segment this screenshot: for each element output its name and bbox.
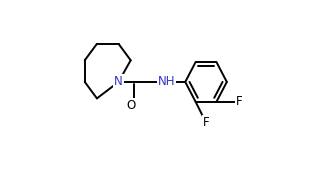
Text: NH: NH: [157, 76, 175, 88]
Text: N: N: [114, 76, 123, 88]
Text: O: O: [126, 99, 135, 112]
Text: F: F: [203, 116, 209, 129]
Text: F: F: [236, 95, 242, 108]
